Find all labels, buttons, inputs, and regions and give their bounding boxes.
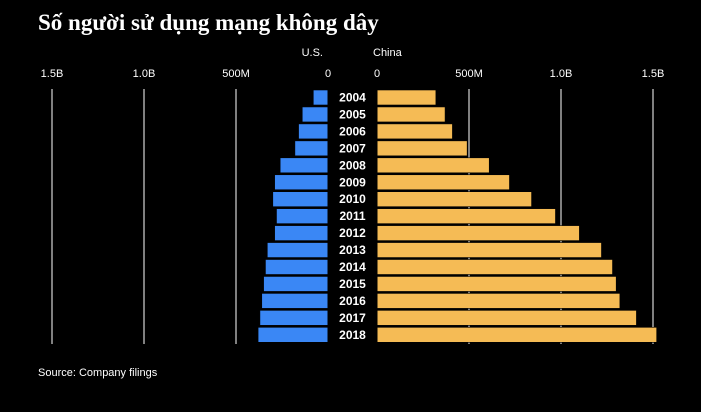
china-tick-label: 500M [455,68,483,80]
year-label: 2008 [339,158,366,172]
year-label: 2009 [339,175,366,189]
year-label: 2012 [339,226,366,240]
china-bar [376,225,580,241]
us-tick-label: 500M [222,68,250,80]
us-bar [276,208,329,224]
china-bar [376,174,510,191]
us-bar [259,310,329,326]
us-bar [294,140,329,157]
us-bar [261,293,329,309]
china-bar [376,140,468,157]
china-bar [376,326,657,343]
us-tick-label: 1.0B [133,68,156,80]
source-note: Source: Company filings [38,367,158,379]
china-bar [376,123,453,140]
us-bar [312,89,329,106]
us-bar [298,123,329,140]
china-tick-label: 1.5B [642,68,665,80]
year-label: 2004 [339,91,366,105]
year-label: 2015 [339,277,366,291]
year-label: 2007 [339,141,366,155]
china-tick-label: 1.0B [550,68,573,80]
year-label: 2006 [339,124,366,138]
china-bar [376,276,617,292]
chart-title: Số người sử dụng mạng không dây [38,10,379,35]
china-bar [376,293,621,309]
year-label: 2018 [339,328,366,342]
china-side-label: China [373,47,403,59]
us-bar [301,106,329,123]
china-bar [376,106,446,123]
china-bar [376,89,437,106]
year-label: 2005 [339,107,366,121]
us-tick-label: 1.5B [41,68,64,80]
us-bar [266,242,329,258]
china-bar [376,310,637,326]
year-label: 2016 [339,294,366,308]
us-bar [274,225,329,241]
year-label: 2017 [339,311,366,325]
china-bar [376,208,556,224]
china-bar [376,242,602,258]
us-bar [274,174,329,191]
us-bar [257,326,329,343]
us-bar [263,276,329,292]
year-label: 2014 [339,260,366,274]
year-label: 2011 [339,209,365,223]
us-bar [279,157,329,174]
us-tick-label: 0 [325,68,331,80]
china-tick-label: 0 [374,68,380,80]
year-label: 2010 [339,192,366,206]
china-bar [376,191,532,207]
year-label: 2013 [339,243,366,257]
us-side-label: U.S. [302,47,323,59]
china-bar [376,157,490,174]
china-bar [376,259,613,275]
us-bar [265,259,329,275]
us-bar [272,191,329,207]
